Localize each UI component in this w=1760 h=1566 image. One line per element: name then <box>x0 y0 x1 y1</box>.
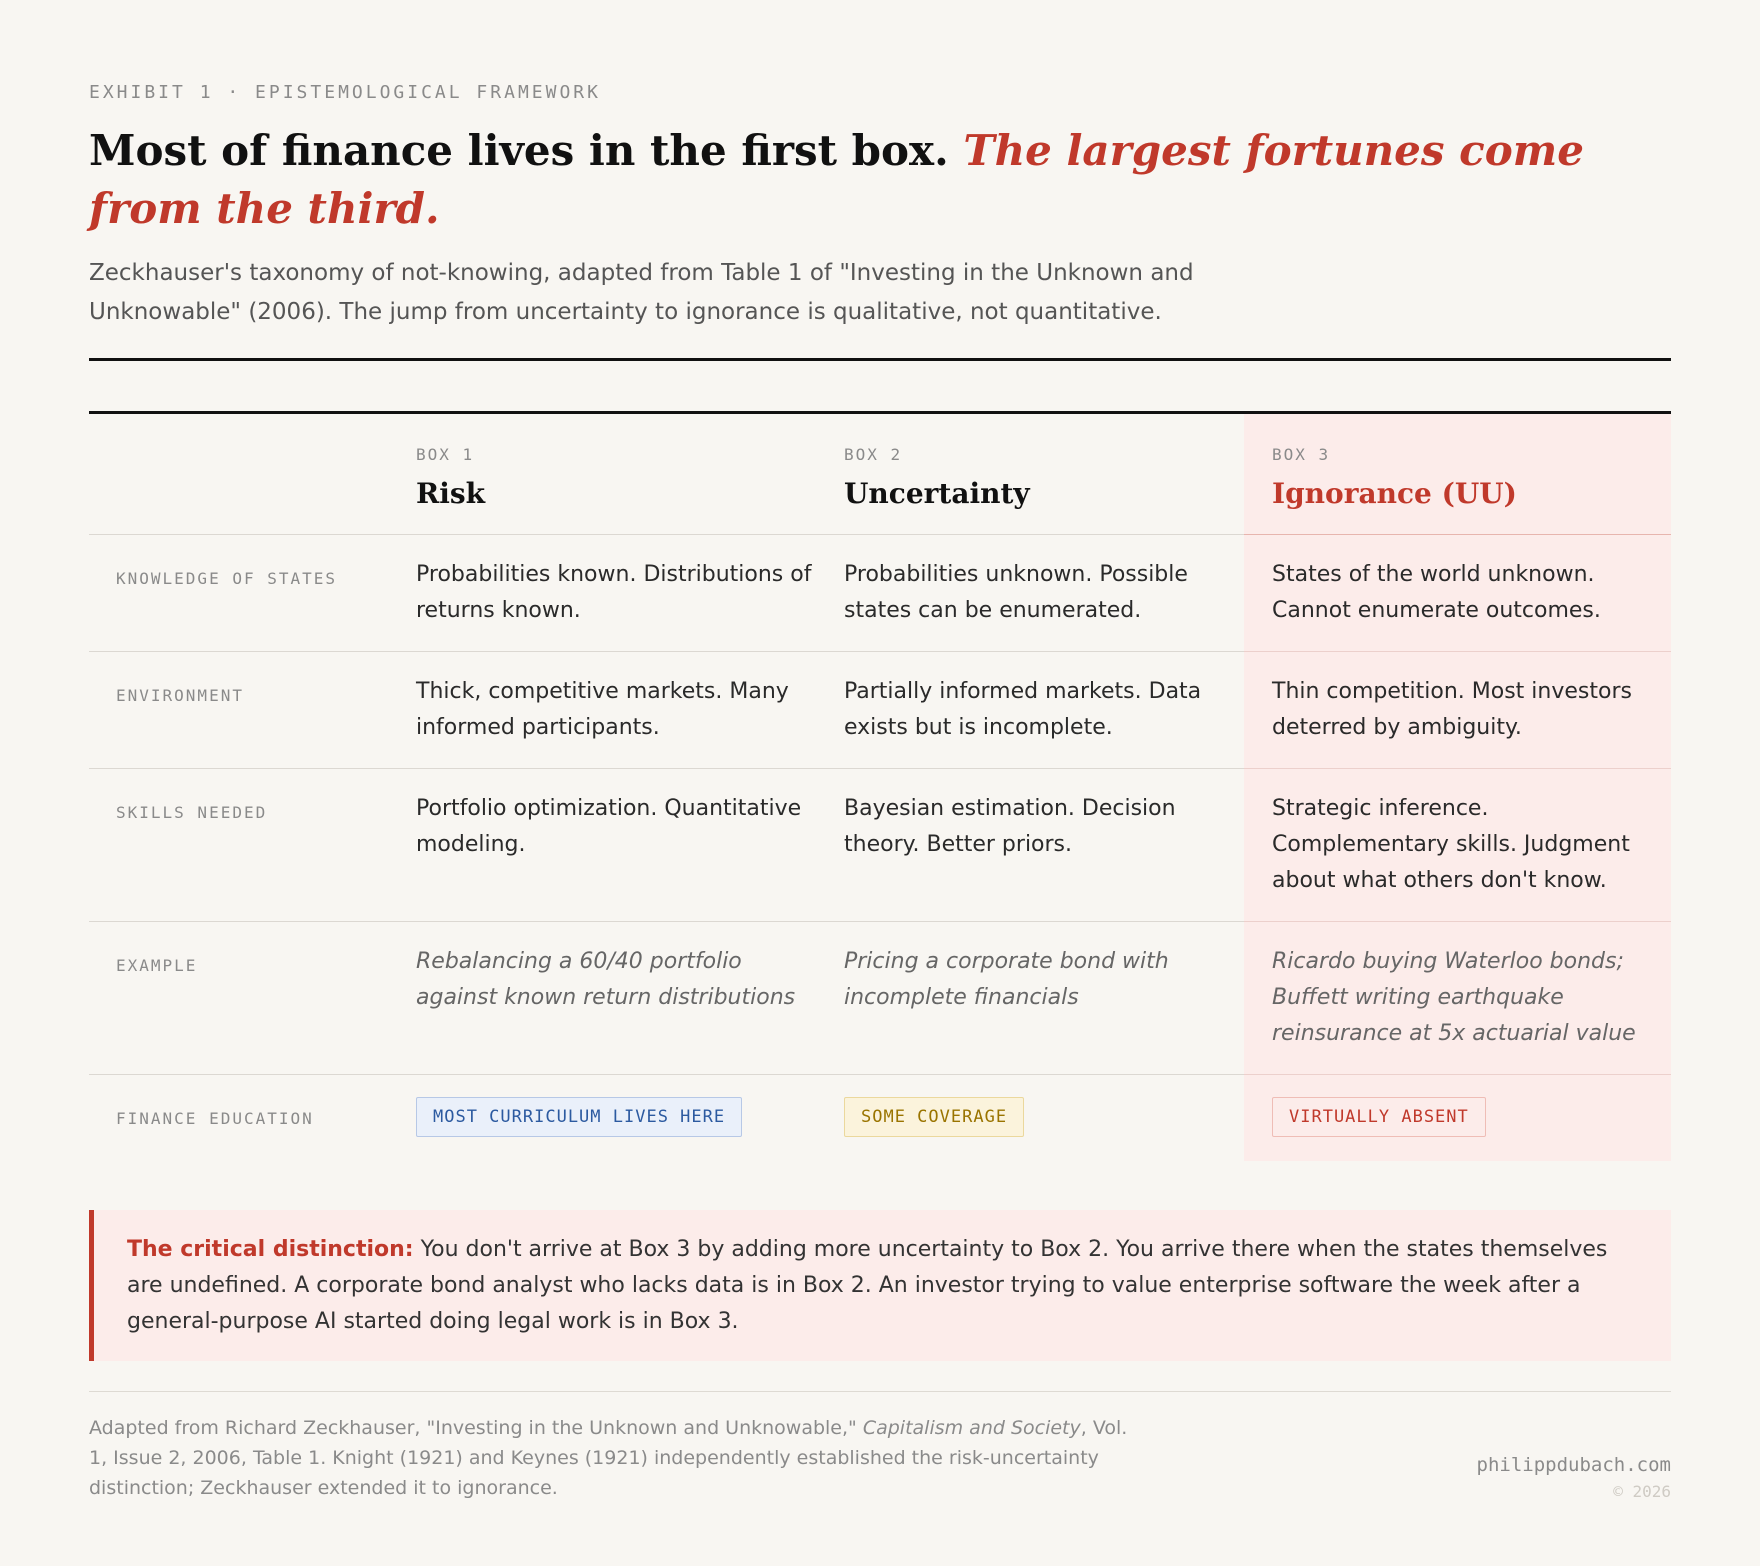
cell: Bayesian estimation. Decision theory. Be… <box>844 769 1244 922</box>
taxonomy-table: BOX 1 Risk BOX 2 Uncertainty BOX 3 Ignorance … <box>89 411 1671 1161</box>
row-label: ENVIRONMENT <box>89 652 416 769</box>
cell: MOST CURRICULUM LIVES HERE <box>416 1075 844 1161</box>
row-label: FINANCE EDUCATION <box>116 1109 314 1128</box>
cell: Probabilities unknown. Possible states c… <box>844 535 1244 652</box>
cell: Thin competition. Most investors deterre… <box>1244 652 1671 769</box>
badge: SOME COVERAGE <box>844 1097 1025 1137</box>
cell: Strategic inference. Complementary skill… <box>1244 769 1671 922</box>
title: Most of finance lives in the first box. … <box>89 122 1671 238</box>
header-cell: BOX 2 Uncertainty <box>844 414 1244 535</box>
source-note: Adapted from Richard Zeckhauser, "Invest… <box>89 1413 1129 1503</box>
cell: Pricing a corporate bond with incomplete… <box>844 922 1244 1075</box>
title-emphasis: The largest fortunes come from the third… <box>89 126 1584 233</box>
cell: States of the world unknown. Cannot enum… <box>1244 535 1671 652</box>
box-title: Ignorance (UU) <box>1272 477 1517 510</box>
header-cell: BOX 1 Risk <box>416 414 844 535</box>
row-label: SKILLS NEEDED <box>89 769 416 922</box>
cell: Ricardo buying Waterloo bonds; Buffett w… <box>1244 922 1671 1075</box>
cell: Thick, competitive markets. Many informe… <box>416 652 844 769</box>
box-label: BOX 3 <box>1272 445 1331 464</box>
box-title: Risk <box>416 477 486 510</box>
row-label: KNOWLEDGE OF STATES <box>89 535 416 652</box>
row-label: EXAMPLE <box>89 922 416 1075</box>
cell: SOME COVERAGE <box>844 1075 1244 1161</box>
source-text: , Vol. 1, Issue 2, 2006, Table 1. Knight… <box>89 1417 1128 1499</box>
callout-text: You don't arrive at Box 3 by adding more… <box>127 1237 1608 1334</box>
header-cell: BOX 3 Ignorance (UU) <box>1244 414 1671 535</box>
source-journal: Capitalism and Society <box>862 1417 1081 1439</box>
badge: VIRTUALLY ABSENT <box>1272 1097 1486 1137</box>
copyright: © 2026 <box>1613 1482 1671 1501</box>
callout: The critical distinction: You don't arri… <box>89 1210 1671 1361</box>
cell: VIRTUALLY ABSENT <box>1244 1075 1671 1161</box>
title-main: Most of finance lives in the first box. <box>89 126 949 175</box>
cell: Portfolio optimization. Quantitative mod… <box>416 769 844 922</box>
cell: Rebalancing a 60/40 portfolio against kn… <box>416 922 844 1075</box>
badge: MOST CURRICULUM LIVES HERE <box>416 1097 743 1137</box>
subtitle: Zeckhauser's taxonomy of not-knowing, ad… <box>89 260 1194 325</box>
header-cell <box>89 414 416 535</box>
eyebrow: EXHIBIT 1 · EPISTEMOLOGICAL FRAMEWORK <box>89 82 601 103</box>
box-label: BOX 2 <box>844 445 903 464</box>
callout-lead: The critical distinction: <box>127 1237 414 1262</box>
box-title: Uncertainty <box>844 477 1030 510</box>
rule <box>89 358 1671 361</box>
box-label: BOX 1 <box>416 445 475 464</box>
cell: Probabilities known. Distributions of re… <box>416 535 844 652</box>
site: philippdubach.com <box>1476 1454 1671 1476</box>
rule <box>89 1391 1671 1392</box>
cell: Partially informed markets. Data exists … <box>844 652 1244 769</box>
source-text: Adapted from Richard Zeckhauser, "Invest… <box>89 1417 863 1439</box>
